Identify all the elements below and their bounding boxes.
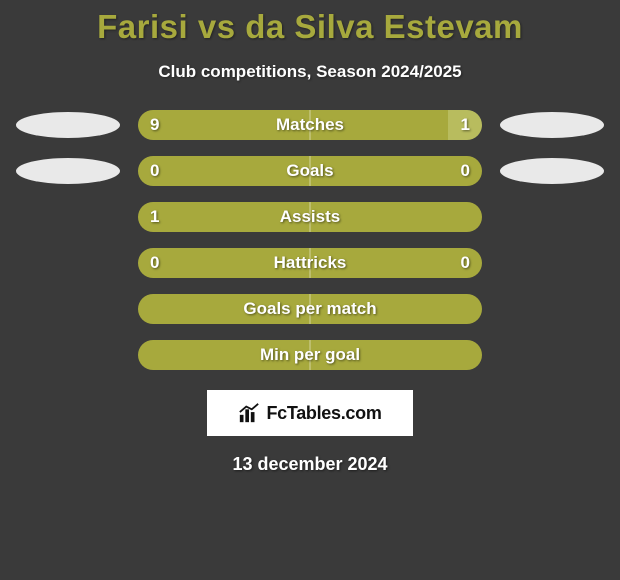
stat-row: Assists1 bbox=[0, 202, 620, 232]
player-left-marker bbox=[16, 112, 120, 138]
player-left-marker bbox=[16, 158, 120, 184]
stat-bar: Matches91 bbox=[138, 110, 482, 140]
footer-date: 13 december 2024 bbox=[232, 454, 387, 475]
stat-bar-right-segment bbox=[310, 248, 482, 278]
stat-bar-left-segment bbox=[138, 156, 310, 186]
stat-bar-midline bbox=[309, 110, 311, 140]
stat-bar: Min per goal bbox=[138, 340, 482, 370]
stat-bar: Goals per match bbox=[138, 294, 482, 324]
page-title: Farisi vs da Silva Estevam bbox=[97, 8, 523, 46]
stat-row: Min per goal bbox=[0, 340, 620, 370]
comparison-infographic: Farisi vs da Silva Estevam Club competit… bbox=[0, 0, 620, 580]
brand-name: FcTables.com bbox=[266, 403, 381, 424]
player-right-marker bbox=[500, 112, 604, 138]
stat-bar: Goals00 bbox=[138, 156, 482, 186]
stat-bar-midline bbox=[309, 340, 311, 370]
stat-rows: Matches91 Goals00 Assists1 Hattricks00 Goals… bbox=[0, 110, 620, 370]
subtitle: Club competitions, Season 2024/2025 bbox=[158, 62, 461, 82]
stat-row: Goals per match bbox=[0, 294, 620, 324]
stat-bar-right-segment bbox=[310, 156, 482, 186]
stat-bar-left-segment bbox=[138, 110, 448, 140]
stat-row: Matches91 bbox=[0, 110, 620, 140]
stat-bar-midline bbox=[309, 294, 311, 324]
stat-bar-midline bbox=[309, 202, 311, 232]
brand-bars-icon bbox=[238, 402, 260, 424]
stat-bar: Assists1 bbox=[138, 202, 482, 232]
player-right-marker bbox=[500, 158, 604, 184]
stat-bar-right-segment bbox=[448, 110, 482, 140]
stat-bar-left-segment bbox=[138, 248, 310, 278]
stat-bar-midline bbox=[309, 156, 311, 186]
stat-row: Hattricks00 bbox=[0, 248, 620, 278]
brand-badge: FcTables.com bbox=[207, 390, 413, 436]
stat-bar-midline bbox=[309, 248, 311, 278]
stat-bar: Hattricks00 bbox=[138, 248, 482, 278]
stat-row: Goals00 bbox=[0, 156, 620, 186]
